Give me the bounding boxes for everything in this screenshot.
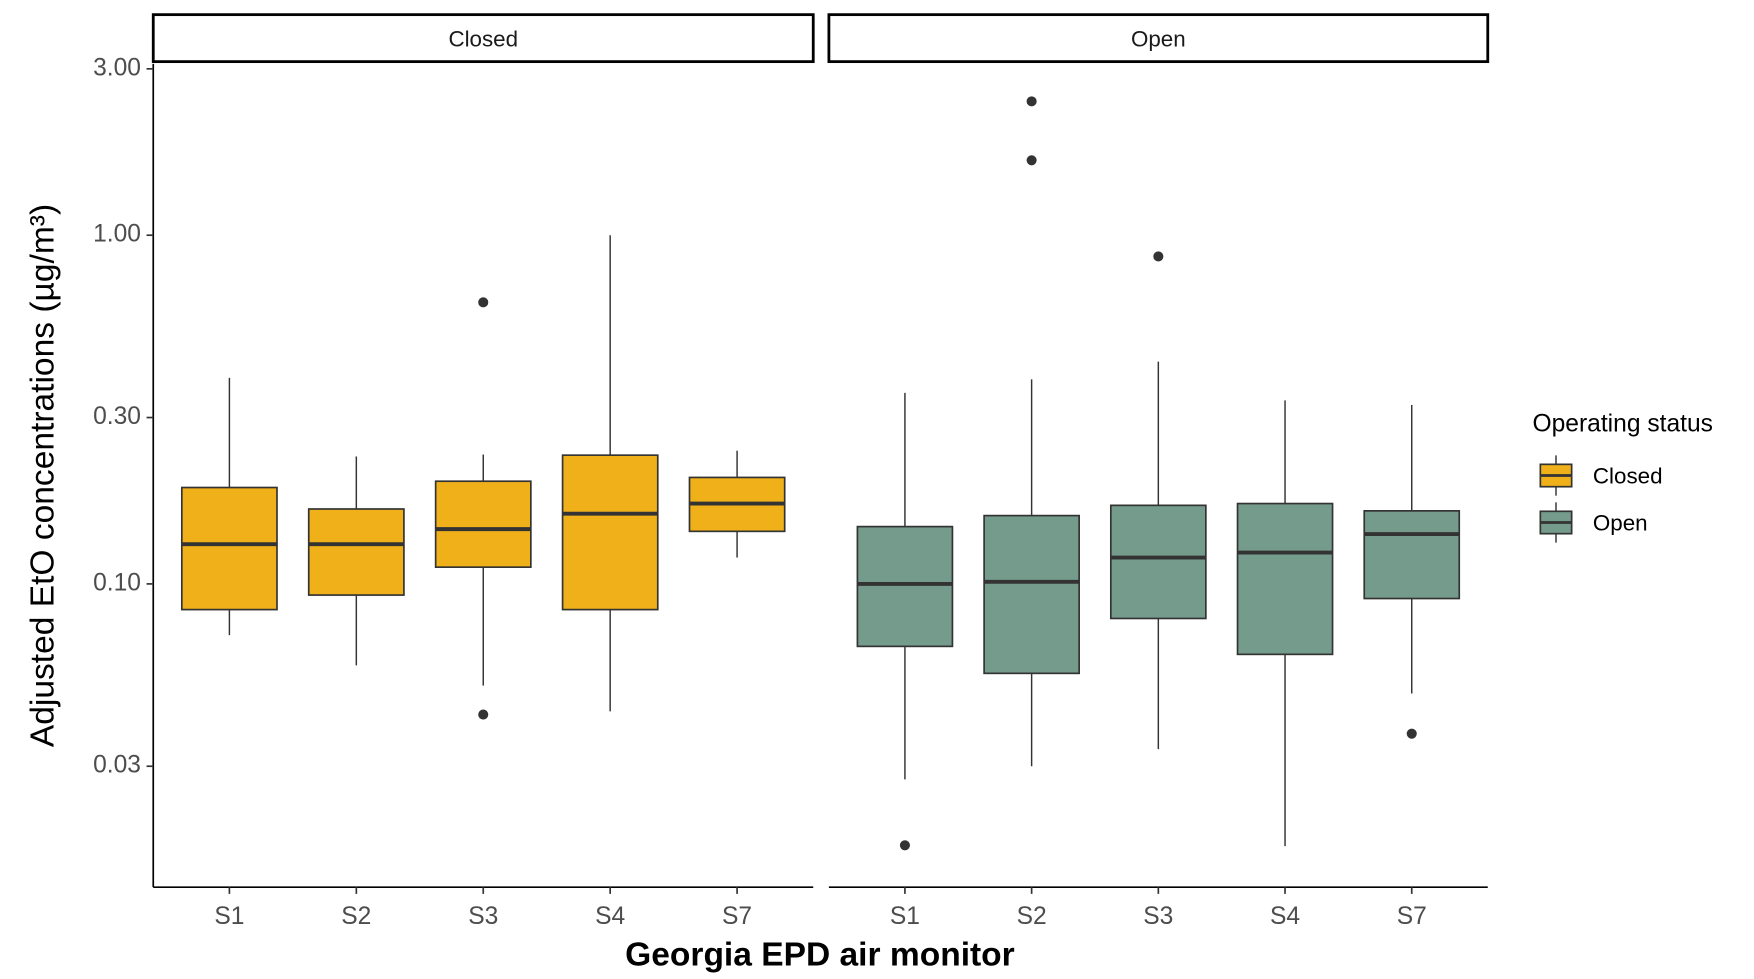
legend-label: Open — [1593, 511, 1648, 536]
outlier — [899, 840, 910, 851]
x-tick-label: S4 — [595, 903, 625, 930]
outlier — [1406, 728, 1417, 739]
outlier — [1026, 96, 1037, 107]
x-tick-label: S4 — [1270, 903, 1300, 930]
y-tick-label: 3.00 — [93, 54, 141, 81]
x-axis-title: Georgia EPD air monitor — [625, 936, 1015, 973]
x-tick-label: S2 — [341, 903, 371, 930]
x-tick-label: S1 — [890, 903, 920, 930]
x-tick-label: S7 — [722, 903, 752, 930]
box — [1109, 504, 1207, 620]
outlier — [1153, 251, 1164, 262]
box — [434, 480, 532, 568]
x-tick-label: S2 — [1017, 903, 1047, 930]
facet-strip — [151, 13, 815, 64]
outlier — [478, 709, 489, 720]
legend-label: Closed — [1593, 464, 1663, 489]
outlier — [478, 297, 489, 308]
y-tick-label: 0.10 — [93, 569, 141, 596]
x-tick-label: S7 — [1397, 903, 1427, 930]
box — [180, 486, 278, 611]
facet-label: Closed — [448, 26, 518, 51]
facet-label: Open — [1131, 26, 1186, 51]
x-tick-label: S3 — [1143, 903, 1173, 930]
x-tick-label: S3 — [468, 903, 498, 930]
box — [1363, 510, 1461, 600]
y-axis-title: Adjusted EtO concentrations (µg/m³) — [25, 204, 62, 747]
facet-strip — [827, 13, 1490, 64]
box — [1236, 502, 1334, 656]
outlier — [1026, 155, 1037, 166]
box — [983, 514, 1080, 675]
legend-title: Operating status — [1533, 411, 1713, 438]
box — [307, 508, 405, 596]
box — [856, 525, 954, 648]
x-tick-label: S1 — [214, 903, 244, 930]
box — [561, 454, 659, 611]
y-tick-label: 0.30 — [93, 403, 141, 430]
y-tick-label: 1.00 — [93, 221, 141, 248]
y-tick-label: 0.03 — [93, 752, 141, 779]
